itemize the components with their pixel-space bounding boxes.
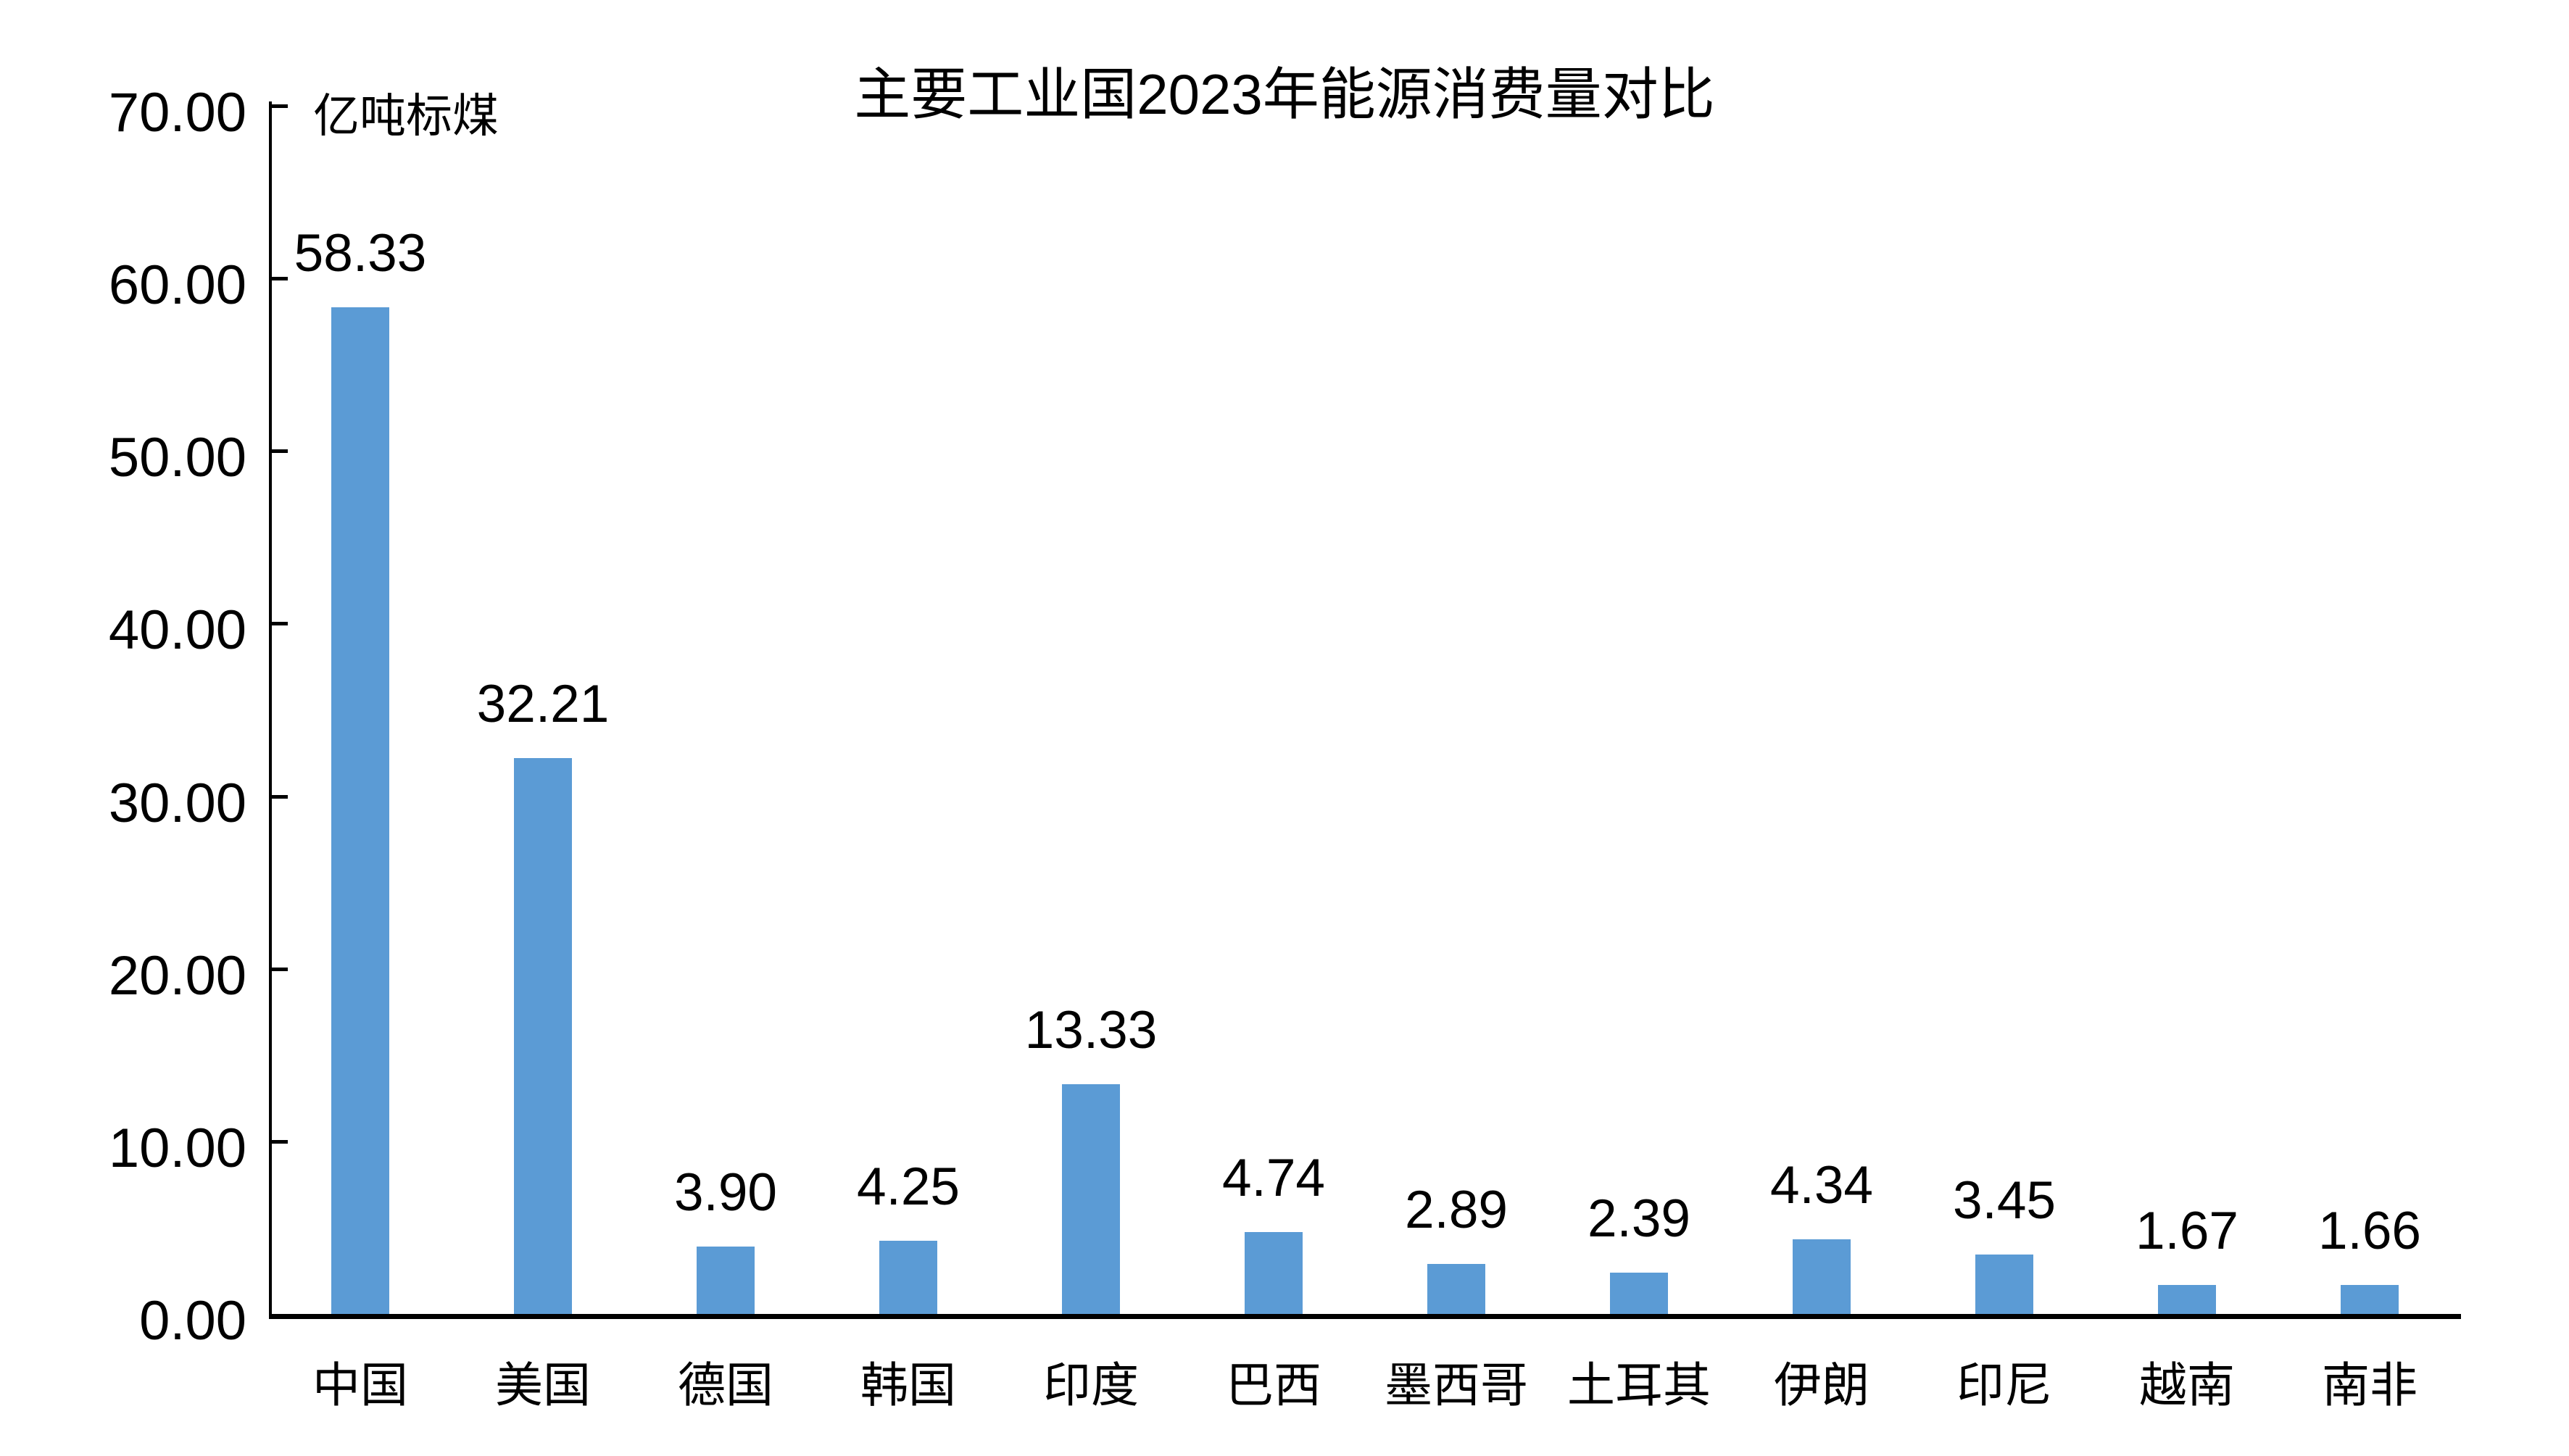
y-axis-line xyxy=(269,101,272,1319)
bar-value-label-india: 13.33 xyxy=(1024,1000,1158,1060)
bar-value-label-china: 58.33 xyxy=(294,223,427,283)
bar-value-label-iran: 4.34 xyxy=(1769,1155,1874,1215)
bar-germany xyxy=(697,1247,755,1314)
y-axis-tick-label: 40.00 xyxy=(108,599,246,662)
bar-brazil xyxy=(1245,1232,1303,1314)
y-axis-tick xyxy=(269,967,288,971)
bar-iran xyxy=(1793,1239,1851,1314)
bar-value-label-turkey: 2.39 xyxy=(1587,1189,1691,1249)
bar-south-africa xyxy=(2341,1285,2399,1314)
x-axis-label-indonesia: 印尼 xyxy=(1956,1358,2052,1412)
y-axis-tick xyxy=(269,277,288,281)
bar-value-label-usa: 32.21 xyxy=(476,674,610,733)
bar-value-label-south-korea: 4.25 xyxy=(856,1157,960,1216)
x-axis-label-china: 中国 xyxy=(312,1358,408,1412)
x-axis-label-usa: 美国 xyxy=(495,1358,591,1412)
bar-china xyxy=(331,307,389,1314)
y-axis-tick-label: 10.00 xyxy=(108,1117,246,1179)
x-axis-label-germany: 德国 xyxy=(678,1358,773,1412)
bar-vietnam xyxy=(2158,1285,2216,1314)
bar-india xyxy=(1062,1083,1120,1314)
bar-value-label-vietnam: 1.67 xyxy=(2135,1202,2239,1261)
bar-value-label-south-africa: 1.66 xyxy=(2317,1202,2422,1261)
y-axis-tick xyxy=(269,794,288,799)
y-axis-tick-label: 60.00 xyxy=(108,254,246,317)
x-axis-baseline xyxy=(269,1314,2461,1319)
y-axis-unit-label: 亿吨标煤 xyxy=(313,90,499,142)
chart-title: 主要工业国2023年能源消费量对比 xyxy=(854,62,1715,126)
y-axis-tick xyxy=(269,1139,288,1144)
bar-value-label-indonesia: 3.45 xyxy=(1952,1170,2057,1230)
bar-mexico xyxy=(1427,1264,1485,1314)
y-axis-tick-label: 0.00 xyxy=(139,1290,246,1352)
bar-value-label-brazil: 4.74 xyxy=(1221,1149,1326,1208)
x-axis-label-south-africa: 南非 xyxy=(2322,1358,2417,1412)
bar-value-label-germany: 3.90 xyxy=(673,1163,778,1223)
bar-turkey xyxy=(1610,1273,1668,1314)
x-axis-label-india: 印度 xyxy=(1043,1358,1139,1412)
y-axis-tick-label: 70.00 xyxy=(108,82,246,143)
x-axis-label-brazil: 巴西 xyxy=(1226,1358,1321,1412)
y-axis-tick-label: 50.00 xyxy=(108,427,246,489)
y-axis-tick xyxy=(269,104,288,108)
y-axis-tick xyxy=(269,622,288,626)
y-axis-tick-label: 30.00 xyxy=(108,772,246,834)
x-axis-label-mexico: 墨西哥 xyxy=(1385,1358,1528,1412)
x-axis-label-turkey: 土耳其 xyxy=(1567,1358,1711,1412)
bar-usa xyxy=(514,757,572,1314)
y-axis-tick-label: 20.00 xyxy=(108,944,246,1007)
bar-indonesia xyxy=(1975,1254,2033,1314)
bar-value-label-mexico: 2.89 xyxy=(1404,1181,1508,1240)
x-axis-label-south-korea: 韩国 xyxy=(860,1358,956,1412)
bar-south-korea xyxy=(879,1240,937,1314)
y-axis-tick xyxy=(269,449,288,454)
x-axis-label-iran: 伊朗 xyxy=(1774,1358,1869,1412)
x-axis-label-vietnam: 越南 xyxy=(2139,1358,2235,1412)
